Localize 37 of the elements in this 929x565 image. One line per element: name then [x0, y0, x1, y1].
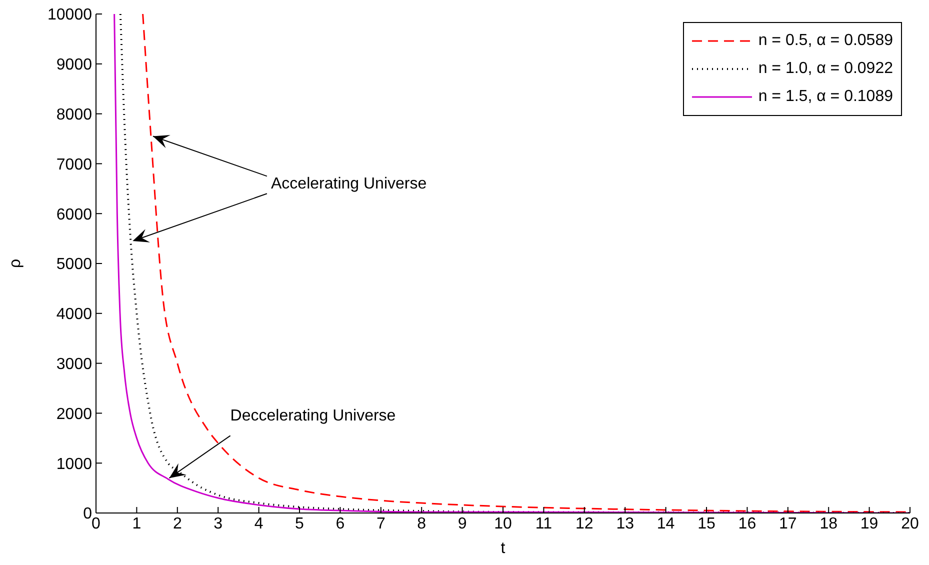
x-tick-label: 14: [656, 515, 675, 532]
x-tick-label: 1: [132, 515, 142, 532]
x-tick-label: 15: [698, 515, 716, 532]
x-tick-label: 3: [214, 515, 223, 532]
y-tick-label: 1000: [56, 456, 92, 473]
x-tick-label: 10: [494, 515, 512, 532]
x-tick-label: 17: [779, 515, 797, 532]
y-tick-label: 5000: [56, 256, 92, 274]
y-tick-label: 4000: [56, 306, 92, 324]
legend-label: n = 1.5, α = 0.1089: [758, 88, 893, 106]
annotation: Deccelerating Universe: [230, 408, 396, 425]
x-tick-label: 9: [458, 515, 467, 532]
x-axis-title: t: [500, 540, 506, 557]
x-tick-label: 18: [820, 515, 838, 532]
x-tick-label: 2: [172, 515, 182, 532]
y-tick-label: 8000: [56, 106, 92, 124]
x-tick-label: 19: [860, 515, 878, 532]
y-tick-label: 2000: [56, 406, 92, 423]
y-tick-label: 7000: [56, 156, 92, 174]
y-tick-label: 3000: [56, 356, 92, 373]
x-tick-label: 12: [576, 515, 594, 532]
x-tick-label: 11: [535, 515, 552, 532]
x-tick-label: 6: [336, 515, 345, 532]
x-tick-label: 20: [901, 515, 919, 532]
y-tick-label: 10000: [48, 6, 92, 24]
x-tick-label: 7: [376, 515, 386, 532]
x-tick-label: 8: [417, 515, 426, 532]
x-tick-label: 4: [254, 515, 264, 532]
y-axis-title: ρ: [7, 258, 24, 268]
x-tick-label: 16: [738, 515, 756, 532]
annotation: Accelerating Universe: [271, 176, 427, 193]
legend-label: n = 0.5, α = 0.0589: [758, 32, 893, 50]
y-tick-label: 6000: [56, 206, 92, 224]
y-tick-label: 9000: [56, 56, 92, 74]
legend-label: n = 1.0, α = 0.0922: [758, 60, 893, 78]
x-tick-label: 13: [616, 515, 634, 532]
x-tick-label: 5: [295, 515, 304, 532]
